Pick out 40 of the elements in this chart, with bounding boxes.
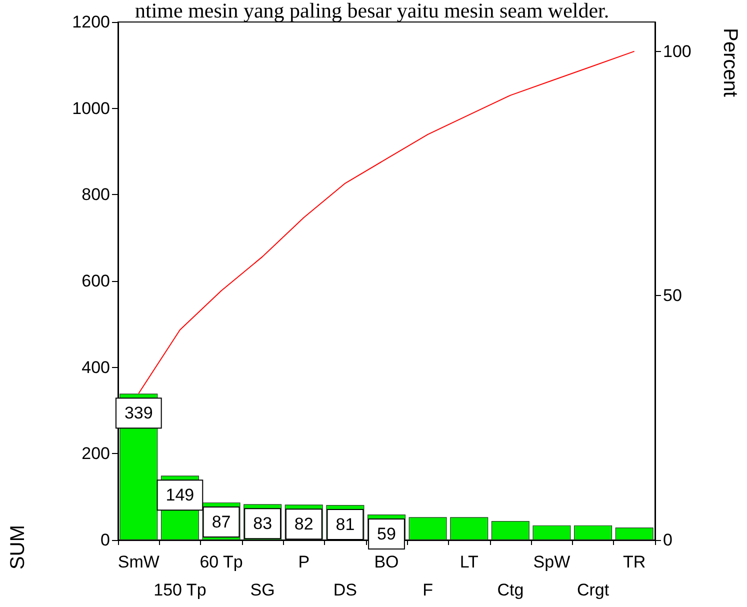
- y-tick-label: 0: [100, 530, 110, 550]
- x-tick-label: TR: [623, 552, 646, 572]
- data-label: 59: [377, 524, 396, 544]
- annotation: ntime mesin yang paling besar yaitu mesin seam welder.: [135, 0, 610, 22]
- y-tick-label: 1000: [72, 98, 110, 118]
- data-label: 83: [253, 514, 272, 534]
- y2-tick-label: 50: [663, 286, 682, 306]
- y-tick-label: 800: [82, 185, 110, 204]
- data-label: 81: [336, 515, 355, 534]
- y-tick-label: 600: [82, 272, 110, 290]
- x-tick-label: 150 Tp: [154, 580, 206, 600]
- y2-tick-label: 100: [663, 42, 692, 61]
- x-tick-label: DS: [333, 580, 358, 600]
- x-tick-label: Ctg: [497, 580, 524, 600]
- data-label: 339: [124, 404, 153, 423]
- x-tick-label: P: [298, 552, 310, 572]
- y-axis-title: SUM: [7, 524, 29, 570]
- bar: [532, 525, 571, 540]
- x-tick-label: Crgt: [576, 580, 610, 600]
- y-tick-label: 400: [82, 358, 110, 377]
- y2-tick-label: 0: [663, 530, 672, 550]
- bar: [574, 525, 612, 540]
- bar: [408, 517, 447, 540]
- y2-axis-title: Percent: [719, 28, 741, 98]
- data-label: 82: [294, 514, 314, 534]
- data-label: 149: [166, 486, 194, 505]
- x-tick-label: F: [422, 580, 434, 600]
- line-series: [138, 50, 635, 394]
- x-tick-label: 60 Tp: [200, 552, 243, 572]
- x-tick-label: SG: [250, 580, 275, 600]
- y-tick-label: 1200: [72, 12, 110, 32]
- y-tick-label: 200: [82, 444, 110, 464]
- bar: [450, 517, 488, 540]
- data-label: 87: [212, 512, 231, 532]
- x-tick-label: LT: [460, 552, 478, 572]
- x-tick-label: BO: [374, 552, 399, 572]
- x-tick-label: SpW: [533, 552, 570, 572]
- bar: [491, 521, 530, 540]
- x-tick-label: SmW: [118, 552, 160, 572]
- bar: [615, 527, 654, 540]
